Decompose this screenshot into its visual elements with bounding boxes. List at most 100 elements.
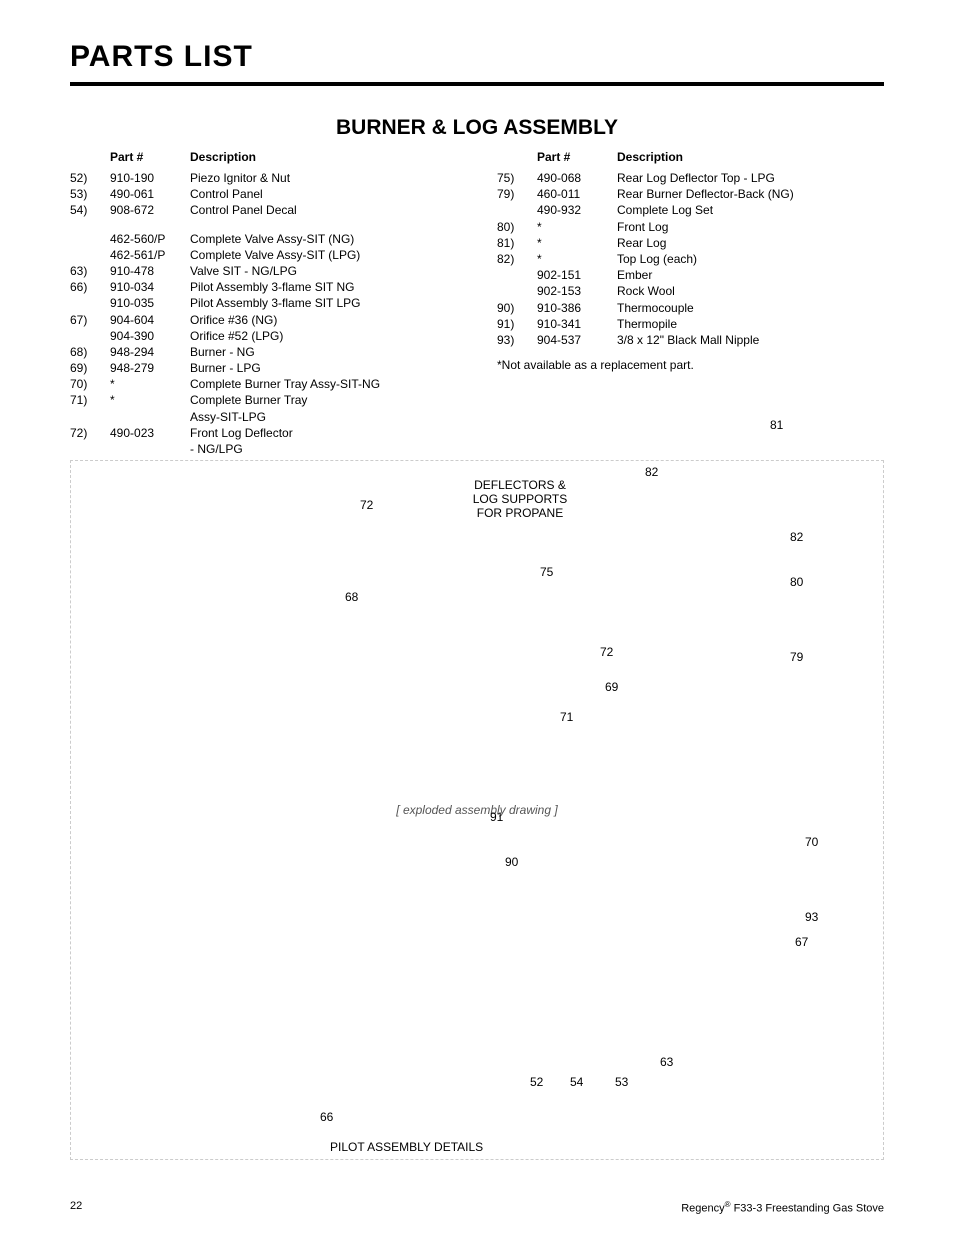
- table-row: 63)910-478Valve SIT - NG/LPG: [70, 263, 457, 279]
- right-table: 75)490-068Rear Log Deflector Top - LPG79…: [497, 170, 884, 348]
- table-row: 902-153Rock Wool: [497, 283, 884, 299]
- diagram-callout: 75: [540, 565, 553, 579]
- row-index: 71): [70, 392, 110, 408]
- diagram-callout: 91: [490, 810, 503, 824]
- row-description: Control Panel Decal: [190, 202, 457, 218]
- table-row: 68)948-294Burner - NG: [70, 344, 457, 360]
- diagram-callout: 63: [660, 1055, 673, 1069]
- page-number: 22: [70, 1200, 82, 1215]
- row-partnum: 910-034: [110, 279, 190, 295]
- diagram-callout: 69: [605, 680, 618, 694]
- diagram-callout: 66: [320, 1110, 333, 1124]
- row-index: 68): [70, 344, 110, 360]
- row-description: Rear Log Deflector Top - LPG: [617, 170, 884, 186]
- row-description: Top Log (each): [617, 251, 884, 267]
- row-partnum: 910-190: [110, 170, 190, 186]
- row-index: 66): [70, 279, 110, 295]
- row-partnum: *: [537, 219, 617, 235]
- row-partnum: 904-537: [537, 332, 617, 348]
- row-index: [70, 328, 110, 344]
- diagram-callout: 82: [790, 530, 803, 544]
- table-row: - NG/LPG: [70, 441, 457, 457]
- row-description: Control Panel: [190, 186, 457, 202]
- table-row: 910-035Pilot Assembly 3-flame SIT LPG: [70, 295, 457, 311]
- col-part-header: Part #: [110, 150, 190, 164]
- row-description: Complete Burner Tray Assy-SIT-NG: [190, 376, 457, 392]
- diagram-callout: 81: [770, 418, 783, 432]
- row-description: Orifice #36 (NG): [190, 312, 457, 328]
- row-partnum: 462-561/P: [110, 247, 190, 263]
- col-index-header: [497, 150, 537, 164]
- row-index: [70, 231, 110, 247]
- table-row: 91)910-341Thermopile: [497, 316, 884, 332]
- row-partnum: 948-294: [110, 344, 190, 360]
- diagram-callout: 68: [345, 590, 358, 604]
- row-partnum: [110, 441, 190, 457]
- row-partnum: 490-932: [537, 202, 617, 218]
- row-partnum: 910-386: [537, 300, 617, 316]
- row-partnum: 948-279: [110, 360, 190, 376]
- row-partnum: 490-068: [537, 170, 617, 186]
- table-row: 75)490-068Rear Log Deflector Top - LPG: [497, 170, 884, 186]
- table-row: 82)*Top Log (each): [497, 251, 884, 267]
- row-index: [70, 295, 110, 311]
- row-description: Rock Wool: [617, 283, 884, 299]
- row-description: Thermocouple: [617, 300, 884, 316]
- row-index: [497, 267, 537, 283]
- row-description: Complete Log Set: [617, 202, 884, 218]
- diagram-callout: 82: [645, 465, 658, 479]
- row-partnum: 490-023: [110, 425, 190, 441]
- row-description: Piezo Ignitor & Nut: [190, 170, 457, 186]
- row-index: 93): [497, 332, 537, 348]
- row-description: Front Log Deflector: [190, 425, 457, 441]
- row-index: 63): [70, 263, 110, 279]
- table-row: 81)*Rear Log: [497, 235, 884, 251]
- row-partnum: *: [110, 376, 190, 392]
- row-index: 53): [70, 186, 110, 202]
- table-row: 93)904-5373/8 x 12" Black Mall Nipple: [497, 332, 884, 348]
- row-index: 72): [70, 425, 110, 441]
- row-index: 91): [497, 316, 537, 332]
- row-partnum: [110, 409, 190, 425]
- row-index: 70): [70, 376, 110, 392]
- diagram-callout: 52: [530, 1075, 543, 1089]
- row-partnum: *: [110, 392, 190, 408]
- table-row: 70)*Complete Burner Tray Assy-SIT-NG: [70, 376, 457, 392]
- row-description: Pilot Assembly 3-flame SIT LPG: [190, 295, 457, 311]
- table-row: 69)948-279Burner - LPG: [70, 360, 457, 376]
- row-index: [70, 247, 110, 263]
- row-index: 90): [497, 300, 537, 316]
- row-description: Complete Valve Assy-SIT (NG): [190, 231, 457, 247]
- row-index: 69): [70, 360, 110, 376]
- row-index: 67): [70, 312, 110, 328]
- col-desc-header: Description: [617, 150, 683, 164]
- right-column: Part # Description 75)490-068Rear Log De…: [497, 150, 884, 457]
- diagram-placeholder: [ exploded assembly drawing ]: [70, 460, 884, 1160]
- table-row: 53)490-061Control Panel: [70, 186, 457, 202]
- row-description: Burner - LPG: [190, 360, 457, 376]
- row-description: - NG/LPG: [190, 441, 457, 457]
- diagram-callout: 53: [615, 1075, 628, 1089]
- table-row: 80)*Front Log: [497, 219, 884, 235]
- row-index: 81): [497, 235, 537, 251]
- row-index: 54): [70, 202, 110, 218]
- row-description: Pilot Assembly 3-flame SIT NG: [190, 279, 457, 295]
- row-index: 75): [497, 170, 537, 186]
- row-description: Complete Burner Tray: [190, 392, 457, 408]
- row-description: Complete Valve Assy-SIT (LPG): [190, 247, 457, 263]
- left-column: Part # Description 52)910-190Piezo Ignit…: [70, 150, 457, 457]
- table-row: 72)490-023Front Log Deflector: [70, 425, 457, 441]
- row-partnum: 904-390: [110, 328, 190, 344]
- product-line: Regency® F33-3 Freestanding Gas Stove: [681, 1200, 884, 1215]
- row-index: 52): [70, 170, 110, 186]
- row-partnum: 902-151: [537, 267, 617, 283]
- row-description: Orifice #52 (LPG): [190, 328, 457, 344]
- row-description: Valve SIT - NG/LPG: [190, 263, 457, 279]
- diagram-callout: 70: [805, 835, 818, 849]
- page-title: PARTS LIST: [70, 40, 884, 74]
- row-index: 80): [497, 219, 537, 235]
- row-partnum: 902-153: [537, 283, 617, 299]
- row-partnum: *: [537, 235, 617, 251]
- table-row: 490-932Complete Log Set: [497, 202, 884, 218]
- table-row: 66)910-034Pilot Assembly 3-flame SIT NG: [70, 279, 457, 295]
